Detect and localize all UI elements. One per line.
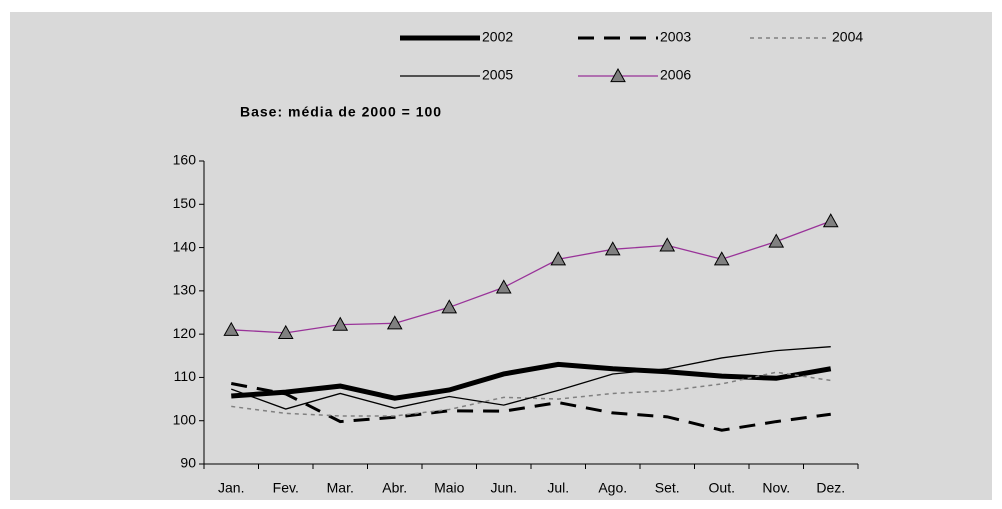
data-marker	[386, 315, 403, 330]
data-marker	[277, 324, 294, 339]
data-marker	[223, 321, 240, 336]
x-tick-label: Ago.	[598, 480, 627, 496]
data-line	[230, 382, 831, 432]
x-tick-label: Nov.	[762, 480, 790, 496]
x-tick-label: Out.	[709, 480, 735, 496]
y-tick-label: 90	[180, 455, 196, 471]
chart-background	[10, 12, 992, 500]
data-marker	[768, 233, 785, 248]
data-marker	[550, 251, 567, 266]
x-tick-label: Set.	[655, 480, 680, 496]
legend-marker	[610, 67, 626, 83]
legend-label: 2004	[832, 29, 863, 45]
data-line	[231, 346, 831, 410]
data-marker	[332, 316, 349, 331]
x-tick-label: Fev.	[273, 480, 299, 496]
data-marker	[604, 241, 621, 256]
data-line	[231, 361, 832, 401]
y-tick-label: 140	[173, 238, 197, 254]
legend-label: 2006	[660, 67, 691, 83]
data-marker	[822, 213, 839, 228]
y-tick-label: 110	[174, 368, 197, 384]
x-tick-label: Abr.	[382, 480, 407, 496]
data-line	[231, 220, 831, 334]
y-tick-label: 160	[173, 152, 197, 168]
x-tick-label: Mar.	[327, 480, 354, 496]
x-tick-label: Dez.	[816, 480, 845, 496]
x-tick-label: Jan.	[218, 480, 244, 496]
legend-label: 2003	[660, 29, 691, 45]
legend-label: 2002	[482, 29, 513, 45]
y-tick-label: 120	[173, 325, 197, 341]
data-marker	[441, 299, 458, 314]
chart-subtitle: Base: média de 2000 = 100	[240, 104, 442, 120]
y-tick-label: 150	[173, 195, 197, 211]
x-tick-label: Jun.	[491, 480, 517, 496]
legend-label: 2005	[482, 67, 513, 83]
data-marker	[659, 237, 676, 252]
y-tick-label: 130	[173, 282, 197, 298]
data-marker	[713, 251, 730, 266]
data-marker	[495, 279, 512, 294]
y-tick-label: 100	[173, 411, 197, 427]
x-tick-label: Maio	[434, 480, 465, 496]
x-tick-label: Jul.	[547, 480, 569, 496]
